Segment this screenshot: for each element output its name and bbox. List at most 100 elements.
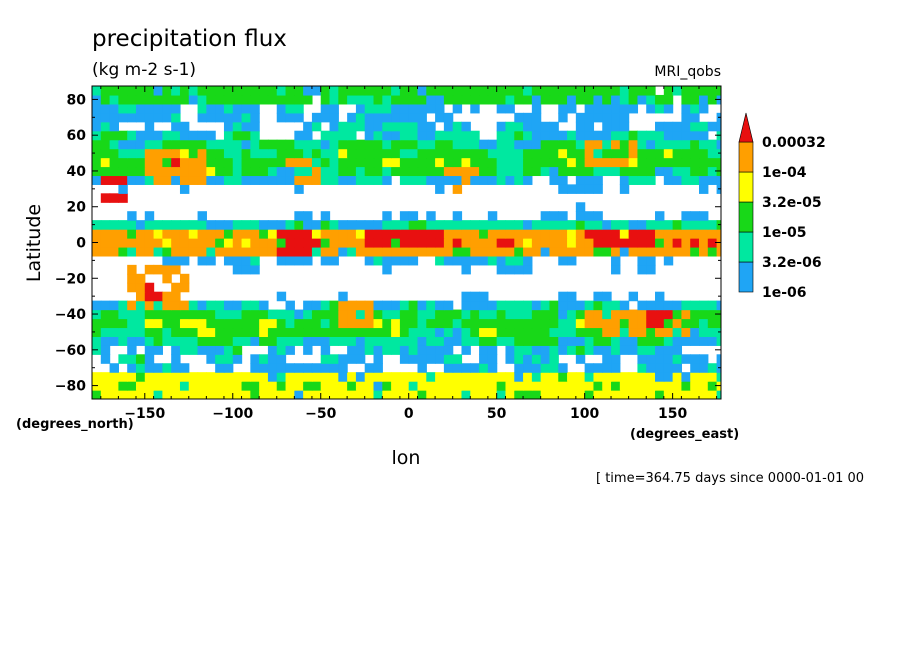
heatmap-cell	[162, 148, 172, 159]
heatmap-cell	[276, 238, 287, 248]
heatmap-cell	[611, 309, 621, 320]
heatmap-cell	[479, 94, 489, 105]
heatmap-cell	[276, 318, 287, 329]
heatmap-cell	[681, 139, 691, 150]
heatmap-cell	[435, 166, 445, 177]
heatmap-cell	[118, 184, 128, 194]
heatmap-cell	[523, 345, 533, 355]
heatmap-cell	[540, 318, 551, 329]
heatmap-cell	[540, 166, 551, 177]
heatmap-cell	[355, 345, 366, 355]
heatmap-cell	[496, 175, 507, 185]
heatmap-cell	[100, 139, 111, 150]
heatmap-cell	[408, 211, 419, 221]
heatmap-cell	[549, 246, 559, 257]
heatmap-cell	[109, 363, 119, 373]
heatmap-cell	[267, 238, 278, 248]
heatmap-cell	[567, 255, 577, 266]
heatmap-cell	[188, 336, 199, 346]
heatmap-cell	[206, 309, 216, 320]
heatmap-cell	[523, 139, 533, 150]
heatmap-cell	[716, 318, 721, 329]
heatmap-cell	[285, 327, 295, 337]
heatmap-cell	[179, 273, 190, 284]
heatmap-cell	[479, 139, 489, 150]
heatmap-cell	[514, 327, 524, 337]
heatmap-cell	[426, 300, 436, 311]
heatmap-cell	[558, 166, 568, 177]
heatmap-cell	[364, 255, 375, 266]
heatmap-cell	[619, 238, 630, 248]
heatmap-cell	[382, 121, 392, 132]
heatmap-cell	[487, 336, 498, 346]
heatmap-cell	[232, 148, 243, 159]
heatmap-cell	[435, 130, 445, 141]
heatmap-cell	[100, 372, 111, 382]
heatmap-cell	[373, 363, 383, 373]
heatmap-cell	[118, 354, 128, 364]
heatmap-cell	[153, 94, 163, 105]
heatmap-cell	[699, 318, 709, 329]
heatmap-cell	[382, 211, 392, 221]
heatmap-cell	[144, 86, 155, 96]
heatmap-cell	[391, 86, 401, 96]
heatmap-cell	[646, 309, 656, 320]
heatmap-cell	[602, 345, 612, 355]
heatmap-cell	[171, 220, 181, 230]
heatmap-cell	[294, 229, 304, 239]
heatmap-cell	[637, 246, 647, 257]
heatmap-cell	[118, 193, 128, 203]
heatmap-cell	[232, 121, 243, 132]
heatmap-cell	[109, 336, 119, 346]
heatmap-cell	[118, 139, 128, 150]
heatmap-cell	[699, 381, 709, 391]
legend-arrow	[738, 112, 754, 143]
heatmap-cell	[628, 166, 639, 177]
heatmap-cell	[602, 354, 612, 364]
heatmap-cell	[619, 148, 630, 159]
heatmap-cell	[399, 148, 410, 159]
heatmap-cell	[663, 336, 674, 346]
heatmap-cell	[250, 381, 260, 391]
heatmap-cell	[276, 94, 287, 105]
heatmap-cell	[540, 86, 551, 96]
heatmap-cell	[443, 345, 454, 355]
heatmap-cell	[329, 157, 339, 168]
heatmap-cell	[681, 157, 691, 168]
heatmap-cell	[171, 300, 181, 311]
heatmap-cell	[329, 363, 339, 373]
heatmap-cell	[672, 336, 683, 346]
heatmap-cell	[443, 139, 454, 150]
heatmap-cell	[285, 381, 295, 391]
heatmap-cell	[232, 309, 243, 320]
heatmap-cell	[628, 220, 639, 230]
heatmap-cell	[223, 86, 234, 96]
heatmap-cell	[92, 220, 102, 230]
heatmap-cell	[162, 246, 172, 257]
heatmap-cell	[707, 309, 718, 320]
heatmap-cell	[435, 94, 445, 105]
heatmap-cell	[171, 229, 181, 239]
heatmap-cell	[487, 246, 498, 257]
heatmap-cell	[426, 246, 436, 257]
heatmap-cell	[127, 220, 137, 230]
heatmap-cell	[523, 130, 533, 141]
heatmap-cell	[628, 130, 639, 141]
heatmap-cell	[549, 229, 559, 239]
heatmap-cell	[241, 264, 251, 275]
heatmap-cell	[303, 157, 313, 168]
heatmap-cell	[690, 390, 700, 399]
heatmap-cell	[496, 148, 507, 159]
heatmap-cell	[575, 309, 586, 320]
heatmap-cell	[250, 166, 260, 177]
heatmap-cell	[461, 345, 471, 355]
heatmap-cell	[144, 354, 155, 364]
heatmap-cell	[514, 264, 524, 275]
heatmap-cell	[408, 130, 419, 141]
heatmap-cell	[558, 291, 568, 302]
heatmap-cell	[232, 318, 243, 329]
heatmap-cell	[699, 130, 709, 141]
heatmap-cell	[355, 121, 366, 132]
heatmap-cell	[408, 255, 419, 266]
